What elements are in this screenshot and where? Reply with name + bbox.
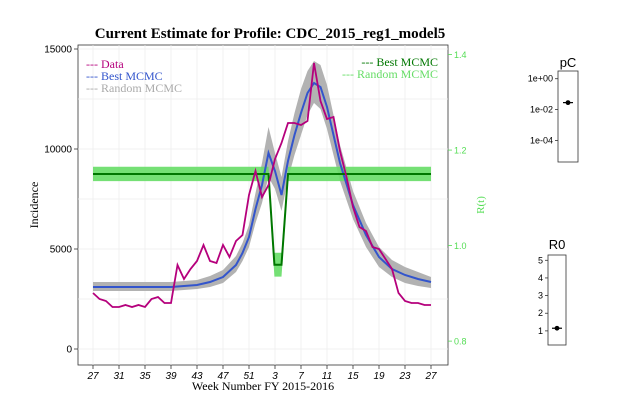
legend-right-entry: --- Best MCMC [361, 55, 438, 69]
mini-point [554, 325, 560, 331]
series-random-mcmc-rt-band [93, 166, 431, 277]
x-tick-label: 23 [398, 371, 411, 382]
pc-marks [563, 100, 573, 106]
y-tick-label: 15000 [44, 45, 72, 56]
legend-right-entry: --- Random MCMC [342, 67, 438, 81]
y-tick-label: 0 [66, 345, 72, 356]
x-tick-label: 31 [113, 371, 124, 382]
series-best-mcmc-line [93, 81, 432, 288]
mini-y-tick-label: 1e-04 [530, 135, 553, 145]
r0-title: R0 [549, 237, 566, 252]
mini-y-tick-label: 4 [538, 273, 543, 283]
axes: 27 31 35 39 43 47 51 3 7 11 15 19 23 27 0 5000 10000 1500… [44, 45, 466, 383]
x-tick-label: 51 [243, 371, 254, 382]
main-plot-area [77, 44, 449, 366]
r0-plot: R0 1 2 3 4 5 [538, 237, 567, 346]
x-tick-label: 39 [165, 371, 177, 382]
y2-axis-label: R(t) [475, 196, 487, 214]
legend-left-entry: --- Random MCMC [86, 81, 182, 95]
x-tick-label: 3 [272, 371, 278, 382]
series-best-mcmc-rt-line [93, 173, 431, 266]
mini-y-tick-label: 2 [538, 308, 543, 318]
pc-plot: pC 1e+00 1e-02 1e-04 [528, 55, 579, 163]
legend-left: --- Data--- Best MCMC--- Random MCMC [86, 57, 182, 95]
y2-tick-label: 1.2 [454, 146, 467, 156]
x-tick-label: 35 [139, 371, 151, 382]
mini-y-tick-label: 1e+00 [528, 74, 553, 84]
x-tick-label: 43 [191, 371, 203, 382]
main-plot-frame [77, 44, 449, 366]
x-axis-label: Week Number FY 2015-2016 [192, 379, 334, 393]
series-data-line [92, 62, 431, 309]
pc-title: pC [560, 55, 577, 70]
y2-tick-label: 1.0 [454, 241, 467, 251]
x-tick-label: 27 [424, 371, 437, 382]
pc-frame [557, 70, 579, 163]
y-tick-label: 5000 [50, 245, 73, 256]
mini-y-tick-label: 1 [538, 326, 543, 336]
mini-point [565, 100, 571, 106]
legend-left-entry: --- Best MCMC [86, 69, 163, 83]
x-tick-label: 19 [373, 371, 385, 382]
line-layer [92, 62, 432, 309]
x-tick-label: 47 [217, 371, 229, 382]
pc-axis: 1e+00 1e-02 1e-04 [528, 74, 558, 145]
mini-y-tick-label: 1e-02 [530, 105, 553, 115]
y-tick-label: 10000 [44, 145, 72, 156]
legend-left-entry: --- Data [86, 57, 124, 71]
mini-y-tick-label: 5 [538, 255, 543, 265]
r0-marks [552, 325, 562, 331]
mini-y-tick-label: 3 [538, 291, 543, 301]
x-tick-label: 15 [347, 371, 359, 382]
r0-frame [547, 254, 567, 346]
legend-right: --- Best MCMC--- Random MCMC [342, 55, 438, 81]
x-tick-label: 7 [298, 371, 304, 382]
y2-tick-label: 0.8 [454, 337, 467, 347]
chart-title: Current Estimate for Profile: CDC_2015_r… [95, 26, 446, 42]
x-tick-label: 27 [86, 371, 99, 382]
r0-axis: 1 2 3 4 5 [538, 255, 548, 336]
y2-tick-label: 1.4 [454, 50, 467, 60]
x-tick-label: 11 [322, 371, 332, 382]
band-layer [93, 61, 431, 291]
y-axis-label: Incidence [27, 182, 41, 229]
